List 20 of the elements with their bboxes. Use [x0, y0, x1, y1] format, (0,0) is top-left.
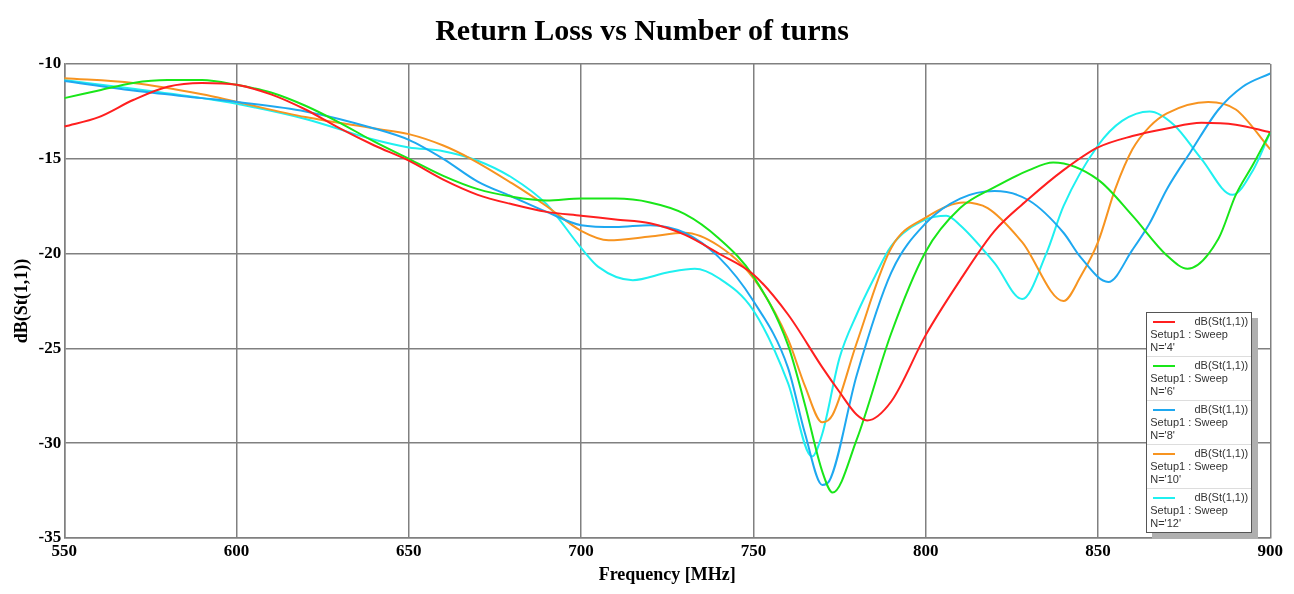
legend-label: dB(St(1,1)) Setup1 : Sweep N='10': [1150, 447, 1249, 486]
y-tick-label: -25: [38, 337, 62, 357]
y-tick-label: -30: [38, 432, 62, 452]
y-axis-title: dB(St(1,1)): [11, 258, 33, 344]
legend-label: dB(St(1,1)) Setup1 : Sweep N='12': [1150, 491, 1249, 530]
legend-label: dB(St(1,1)) Setup1 : Sweep N='8': [1150, 403, 1249, 442]
x-tick-label: 900: [1257, 540, 1283, 560]
y-tick-label: -10: [38, 53, 62, 73]
y-tick-label: -20: [38, 242, 62, 262]
legend-label: dB(St(1,1)) Setup1 : Sweep N='4': [1150, 315, 1249, 354]
legend-label: dB(St(1,1)) Setup1 : Sweep N='6': [1150, 359, 1249, 398]
x-tick-label: 650: [396, 540, 422, 560]
x-tick-label: 600: [223, 540, 250, 560]
x-tick-label: 700: [568, 540, 594, 560]
y-tick-label: -15: [38, 148, 62, 168]
x-tick-label: 800: [912, 540, 939, 560]
chart-title: Return Loss vs Number of turns: [435, 12, 849, 46]
x-axis-title: Frequency [MHz]: [598, 563, 736, 584]
x-tick-label: 750: [740, 540, 767, 560]
x-tick-label: 850: [1085, 540, 1111, 560]
